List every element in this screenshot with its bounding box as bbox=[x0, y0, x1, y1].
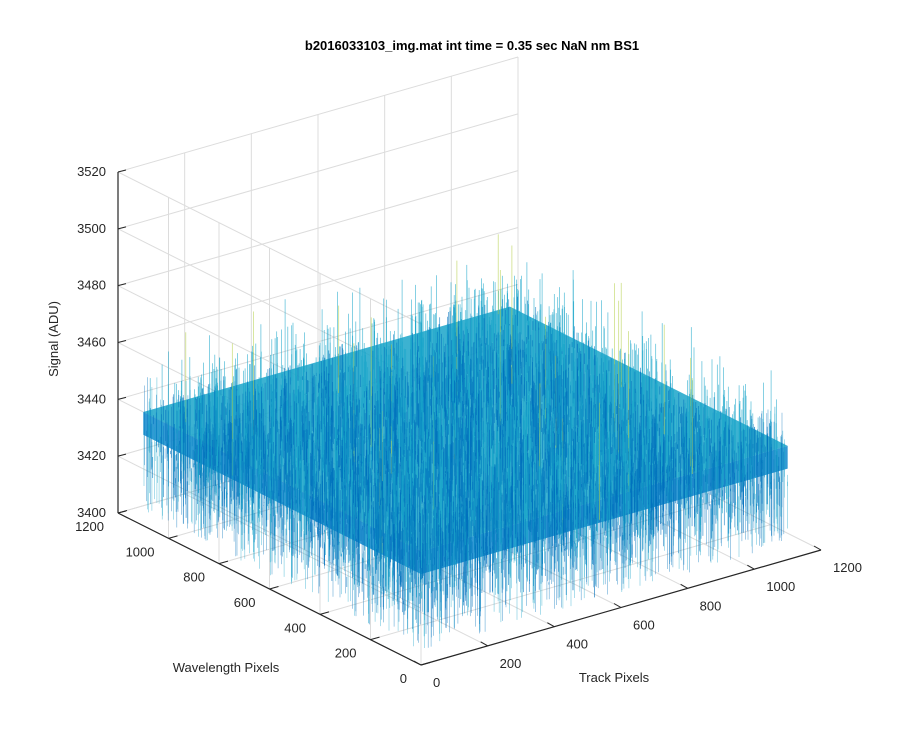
wall-gridline-z2 bbox=[117, 227, 519, 343]
wall-gridline-z2 bbox=[117, 170, 519, 287]
wall-gridline-z2 bbox=[117, 113, 519, 230]
wall-gridline-z bbox=[117, 171, 422, 325]
chart-title: b2016033103_img.mat int time = 0.35 sec … bbox=[305, 38, 639, 53]
floor-gridline-y bbox=[370, 524, 771, 641]
data-surface bbox=[143, 234, 788, 648]
wall-gridline-z2 bbox=[117, 56, 519, 173]
